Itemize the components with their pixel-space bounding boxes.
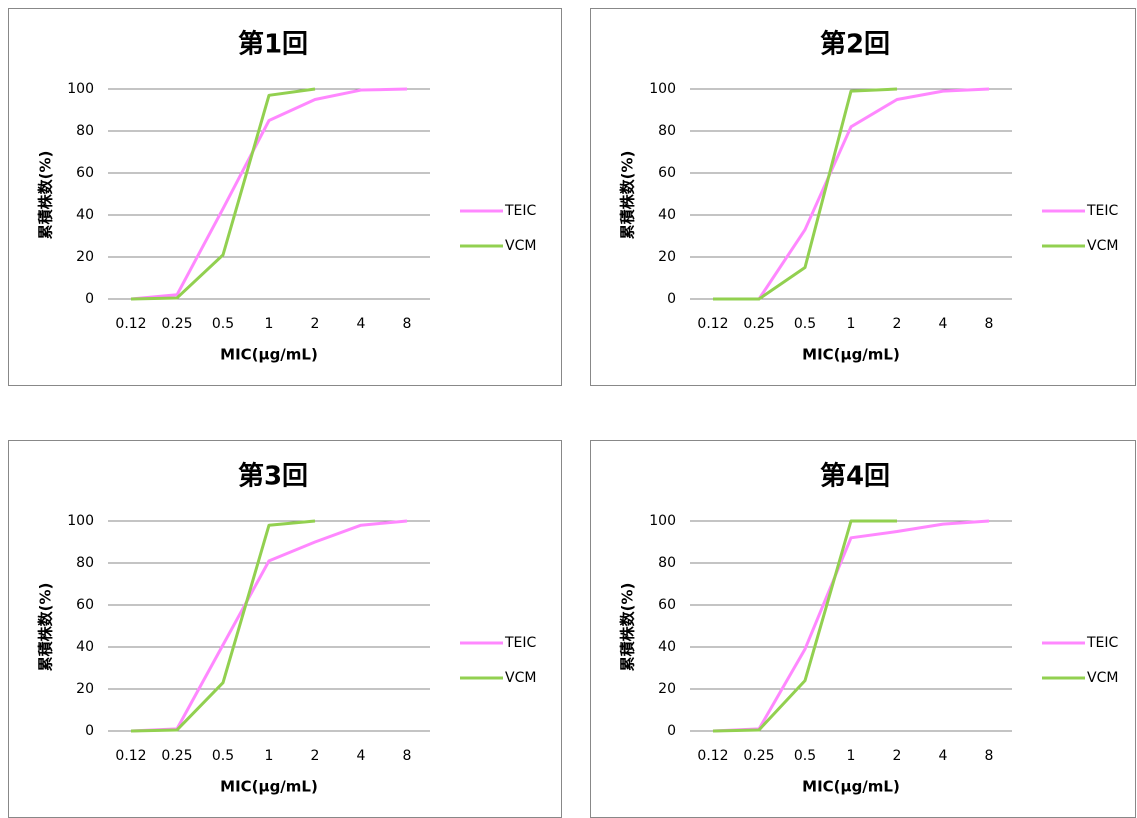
x-tick-label: 2 bbox=[893, 316, 902, 332]
chart-border bbox=[8, 440, 562, 818]
y-tick-label: 60 bbox=[658, 165, 676, 181]
x-axis-title: MIC(μg/mL) bbox=[220, 778, 318, 796]
series-line bbox=[130, 87, 316, 301]
y-tick-label: 80 bbox=[658, 555, 676, 571]
series-line bbox=[712, 519, 897, 733]
x-tick-label: 0.12 bbox=[697, 748, 728, 764]
x-tick-label: 2 bbox=[311, 748, 320, 764]
chart: 第4回 0 20 40 60 80 100 0.12 0.25 0.5 1 2 4 8 MIC(μg/mL)… bbox=[590, 440, 1136, 818]
y-tick-label: 0 bbox=[667, 723, 676, 739]
series-line bbox=[130, 519, 316, 733]
y-tick-label: 80 bbox=[658, 123, 676, 139]
y-axis-title: 累積株数(%) bbox=[37, 151, 55, 240]
chart-border bbox=[590, 440, 1136, 818]
y-tick-label: 60 bbox=[658, 597, 676, 613]
y-axis-title: 累積株数(%) bbox=[37, 583, 55, 672]
y-tick-label: 80 bbox=[76, 555, 94, 571]
chart: 第2回 0 20 40 60 80 100 0.12 0.25 0.5 1 2 4 8 MIC(μg/mL)… bbox=[590, 8, 1136, 386]
y-tick-label: 60 bbox=[76, 597, 94, 613]
x-tick-label: 8 bbox=[403, 748, 412, 764]
series-line bbox=[713, 87, 990, 301]
legend-label: TEIC bbox=[1086, 635, 1119, 651]
x-tick-label: 0.12 bbox=[697, 316, 728, 332]
x-tick-label: 0.5 bbox=[794, 316, 816, 332]
x-tick-label: 8 bbox=[985, 748, 994, 764]
y-tick-label: 100 bbox=[67, 81, 94, 97]
x-tick-label: 4 bbox=[357, 748, 366, 764]
series-line bbox=[130, 87, 408, 301]
x-tick-label: 0.25 bbox=[161, 748, 192, 764]
x-tick-label: 8 bbox=[985, 316, 994, 332]
x-tick-label: 4 bbox=[357, 316, 366, 332]
x-tick-label: 0.5 bbox=[212, 748, 234, 764]
x-tick-label: 8 bbox=[403, 316, 412, 332]
y-tick-label: 0 bbox=[85, 291, 94, 307]
x-tick-label: 0.5 bbox=[794, 748, 816, 764]
y-tick-label: 40 bbox=[76, 639, 94, 655]
x-tick-label: 0.5 bbox=[212, 316, 234, 332]
series-line bbox=[713, 87, 898, 301]
y-tick-label: 40 bbox=[658, 639, 676, 655]
x-tick-label: 0.25 bbox=[743, 316, 774, 332]
x-axis-title: MIC(μg/mL) bbox=[220, 346, 318, 364]
y-tick-label: 0 bbox=[667, 291, 676, 307]
y-axis-title: 累積株数(%) bbox=[619, 151, 637, 240]
series-line bbox=[130, 519, 408, 733]
legend-label: TEIC bbox=[504, 203, 537, 219]
y-tick-label: 60 bbox=[76, 165, 94, 181]
y-tick-label: 40 bbox=[658, 207, 676, 223]
x-tick-label: 0.25 bbox=[743, 748, 774, 764]
x-tick-label: 1 bbox=[847, 316, 856, 332]
y-tick-label: 20 bbox=[658, 681, 676, 697]
legend-label: TEIC bbox=[1086, 203, 1119, 219]
y-tick-label: 20 bbox=[658, 249, 676, 265]
chart-title: 第3回 bbox=[238, 461, 308, 492]
x-tick-label: 2 bbox=[893, 748, 902, 764]
x-tick-label: 1 bbox=[847, 748, 856, 764]
chart-title: 第4回 bbox=[820, 461, 890, 492]
chart-border bbox=[590, 8, 1136, 386]
x-axis-title: MIC(μg/mL) bbox=[802, 778, 900, 796]
x-tick-label: 4 bbox=[939, 316, 948, 332]
chart: 第1回 0 20 40 60 80 100 0.12 0.25 0.5 1 2 4 8 MIC(μg/mL)… bbox=[8, 8, 562, 386]
legend-label: VCM bbox=[505, 238, 536, 254]
x-tick-label: 0.12 bbox=[115, 316, 146, 332]
legend-label: VCM bbox=[1087, 670, 1118, 686]
legend-label: VCM bbox=[505, 670, 536, 686]
chart-title: 第2回 bbox=[820, 29, 890, 60]
y-tick-label: 40 bbox=[76, 207, 94, 223]
y-tick-label: 20 bbox=[76, 681, 94, 697]
x-axis-title: MIC(μg/mL) bbox=[802, 346, 900, 364]
chart-border bbox=[8, 8, 562, 386]
chart: 第3回 0 20 40 60 80 100 0.12 0.25 0.5 1 2 4 8 MIC(μg/mL)… bbox=[8, 440, 562, 818]
y-axis-title: 累積株数(%) bbox=[619, 583, 637, 672]
y-tick-label: 100 bbox=[67, 513, 94, 529]
x-tick-label: 2 bbox=[311, 316, 320, 332]
y-tick-label: 20 bbox=[76, 249, 94, 265]
x-tick-label: 4 bbox=[939, 748, 948, 764]
y-tick-label: 100 bbox=[649, 81, 676, 97]
x-tick-label: 1 bbox=[265, 316, 274, 332]
y-tick-label: 0 bbox=[85, 723, 94, 739]
legend-label: VCM bbox=[1087, 238, 1118, 254]
chart-title: 第1回 bbox=[238, 29, 308, 60]
x-tick-label: 1 bbox=[265, 748, 274, 764]
legend-label: TEIC bbox=[504, 635, 537, 651]
y-tick-label: 80 bbox=[76, 123, 94, 139]
y-tick-label: 100 bbox=[649, 513, 676, 529]
series-line bbox=[712, 519, 990, 733]
x-tick-label: 0.25 bbox=[161, 316, 192, 332]
x-tick-label: 0.12 bbox=[115, 748, 146, 764]
